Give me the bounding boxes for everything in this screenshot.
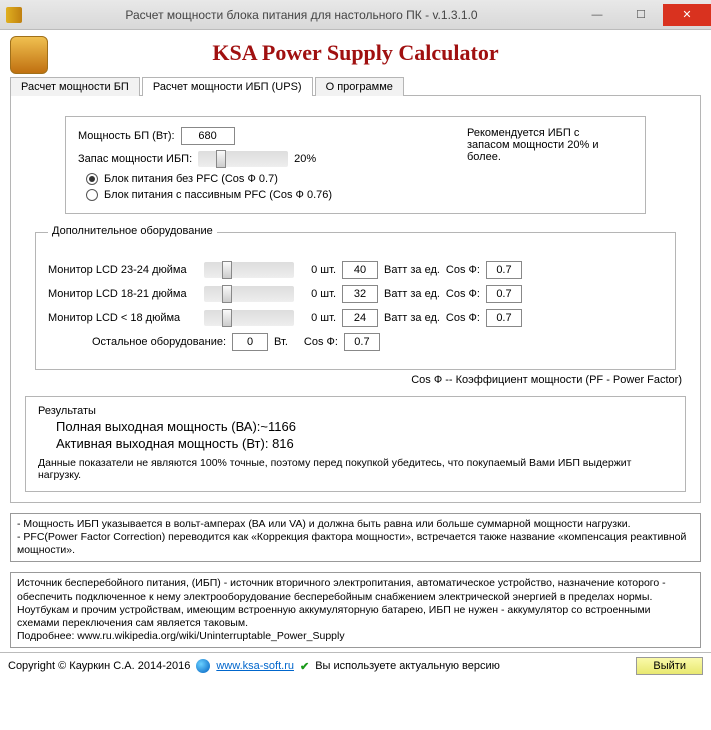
maximize-button[interactable]: ☐ [619,4,663,26]
reserve-pct: 20% [294,153,316,165]
equip-watt-input[interactable] [342,309,378,327]
check-icon: ✔ [300,660,309,673]
statusbar: Copyright © Кауркин С.А. 2014-2016 www.k… [0,652,711,679]
equip-other-input[interactable] [232,333,268,351]
equip-cos-label: Cos Ф: [446,312,480,324]
equipment-group: Дополнительное оборудование Монитор LCD … [35,232,676,370]
result-watt: Активная выходная мощность (Вт): 816 [56,436,673,451]
equip-per: Ватт за ед. [384,264,440,276]
pfc-radio-none[interactable]: Блок питания без PFC (Cos Ф 0.7) [86,173,633,185]
results-disclaimer: Данные показатели не являются 100% точны… [38,457,673,481]
equip-other-unit: Вт. [274,336,288,348]
psu-watt-label: Мощность БП (Вт): [78,130,175,142]
equip-per: Ватт за ед. [384,312,440,324]
equip-other-cos-label: Cos Ф: [304,336,338,348]
equip-other-label: Остальное оборудование: [92,336,226,348]
globe-icon [196,659,210,673]
pfc-radio-passive[interactable]: Блок питания с пассивным PFC (Cos Ф 0.76… [86,189,633,201]
equip-watt-input[interactable] [342,261,378,279]
equip-row-2: Монитор LCD 18-21 дюйма 0 шт. Ватт за ед… [48,285,663,303]
tabs: Расчет мощности БП Расчет мощности ИБП (… [10,76,701,96]
results-title: Результаты [38,405,673,417]
titlebar: Расчет мощности блока питания для настол… [0,0,711,30]
info-box-1: - Мощность ИБП указывается в вольт-ампер… [10,513,701,562]
version-status: Вы используете актуальную версию [315,660,500,672]
radio-icon [86,189,98,201]
equip-per: Ватт за ед. [384,288,440,300]
equip-qty: 0 шт. [300,312,336,324]
tab-ups[interactable]: Расчет мощности ИБП (UPS) [142,77,313,96]
app-icon [6,7,22,23]
result-va: Полная выходная мощность (ВА):~1166 [56,419,673,434]
psu-watt-input[interactable] [181,127,235,145]
equip-slider[interactable] [204,262,294,278]
info-box-2: Источник бесперебойного питания, (ИБП) -… [10,572,701,648]
pfc-radio-none-label: Блок питания без PFC (Cos Ф 0.7) [104,173,278,185]
cos-footnote: Cos Ф -- Коэффициент мощности (PF - Powe… [25,374,682,386]
equip-label: Монитор LCD 23-24 дюйма [48,264,198,276]
equip-label: Монитор LCD 18-21 дюйма [48,288,198,300]
tab-psu[interactable]: Расчет мощности БП [10,77,140,96]
equip-slider[interactable] [204,310,294,326]
results-group: Результаты Полная выходная мощность (ВА)… [25,396,686,492]
equip-other-row: Остальное оборудование: Вт. Cos Ф: [92,333,663,351]
radio-icon [86,173,98,185]
tab-panel: Рекомендуется ИБП с запасом мощности 20%… [10,96,701,503]
equip-row-3: Монитор LCD < 18 дюйма 0 шт. Ватт за ед.… [48,309,663,327]
website-link[interactable]: www.ksa-soft.ru [216,660,294,672]
window-title: Расчет мощности блока питания для настол… [28,8,575,22]
equip-other-cos-input[interactable] [344,333,380,351]
equip-watt-input[interactable] [342,285,378,303]
equip-row-1: Монитор LCD 23-24 дюйма 0 шт. Ватт за ед… [48,261,663,279]
brand-header: KSA Power Supply Calculator [10,36,701,74]
equip-cos-label: Cos Ф: [446,264,480,276]
brand-title: KSA Power Supply Calculator [212,40,498,65]
equip-cos-label: Cos Ф: [446,288,480,300]
tab-about[interactable]: О программе [315,77,404,96]
exit-button[interactable]: Выйти [636,657,703,675]
psu-group: Рекомендуется ИБП с запасом мощности 20%… [65,116,646,214]
equip-qty: 0 шт. [300,264,336,276]
equip-cos-input[interactable] [486,285,522,303]
equip-cos-input[interactable] [486,309,522,327]
reserve-label: Запас мощности ИБП: [78,153,192,165]
equip-label: Монитор LCD < 18 дюйма [48,312,198,324]
brand-logo-icon [10,36,48,74]
equip-cos-input[interactable] [486,261,522,279]
minimize-button[interactable]: — [575,4,619,26]
copyright-text: Copyright © Кауркин С.А. 2014-2016 [8,660,190,672]
equip-slider[interactable] [204,286,294,302]
pfc-radio-passive-label: Блок питания с пассивным PFC (Cos Ф 0.76… [104,189,332,201]
equipment-title: Дополнительное оборудование [48,225,217,237]
close-button[interactable]: ✕ [663,4,711,26]
reserve-slider[interactable] [198,151,288,167]
equip-qty: 0 шт. [300,288,336,300]
reserve-note: Рекомендуется ИБП с запасом мощности 20%… [467,127,617,163]
